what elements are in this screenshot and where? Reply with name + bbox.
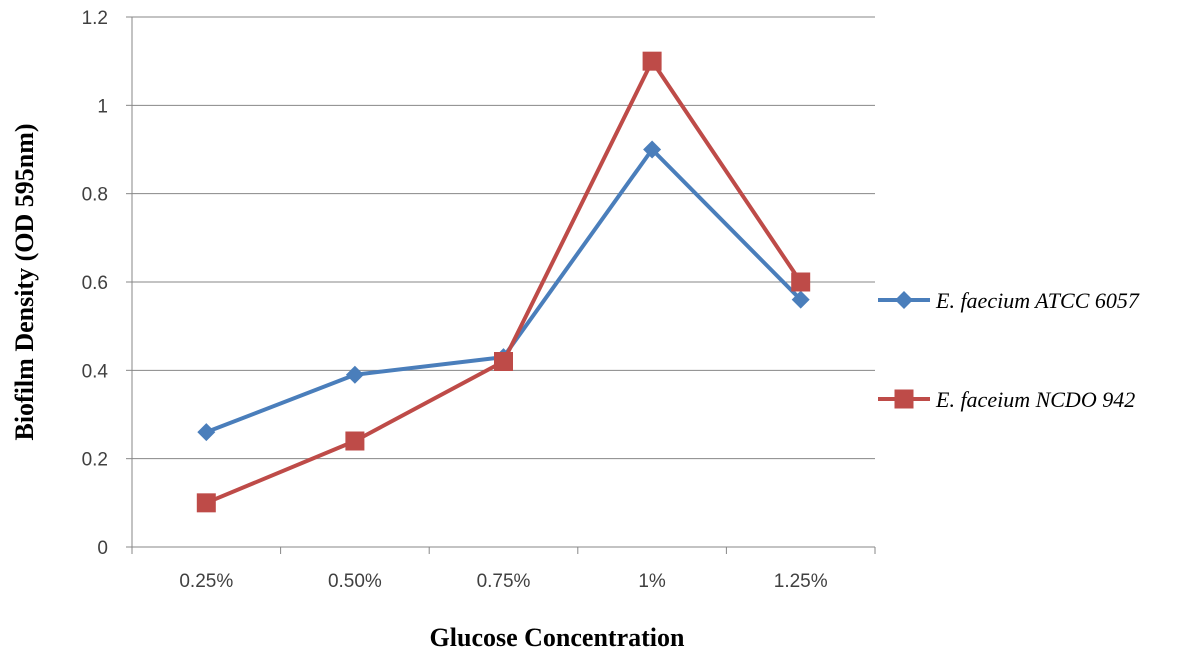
x-tick-label-0: 0.25% xyxy=(179,571,233,592)
series-1-point-3 xyxy=(642,51,662,71)
y-tick-label-6: 1.2 xyxy=(82,8,108,29)
y-tick-label-4: 0.8 xyxy=(82,185,108,206)
gridlines xyxy=(132,16,875,460)
series-0-point-3 xyxy=(643,140,662,159)
y-tick-label-0: 0 xyxy=(97,538,108,559)
y-tick-labels: 0 0.2 0.4 0.6 0.8 1 1.2 xyxy=(82,8,109,559)
legend-marker-0 xyxy=(895,291,913,309)
series-1-point-4 xyxy=(791,272,811,292)
y-tick-label-5: 1 xyxy=(97,96,108,117)
x-tick-labels: 0.25% 0.50% 0.75% 1% 1.25% xyxy=(179,571,827,592)
series-1-point-2 xyxy=(494,352,513,371)
legend-label-1: E. faceium NCDO 942 xyxy=(935,387,1135,412)
series-1-point-1 xyxy=(345,431,365,451)
y-tick-label-1: 0.2 xyxy=(82,450,108,471)
legend: E. faecium ATCC 6057 E. faceium NCDO 942 xyxy=(878,288,1140,412)
x-tick-label-3: 1% xyxy=(638,571,666,592)
series-0-point-4 xyxy=(791,290,810,309)
x-tick-label-4: 1.25% xyxy=(774,571,828,592)
series-0-point-1 xyxy=(345,365,364,384)
series-group xyxy=(196,51,811,513)
series-0-point-0 xyxy=(197,423,216,442)
series-line-0 xyxy=(205,147,803,435)
x-tick-label-2: 0.75% xyxy=(477,571,531,592)
y-axis-title: Biofilm Density (OD 595nm) xyxy=(10,123,39,440)
series-1-point-0 xyxy=(196,493,216,513)
y-tick-label-2: 0.4 xyxy=(82,361,109,382)
y-tick-label-3: 0.6 xyxy=(82,273,108,294)
axes xyxy=(126,16,876,554)
x-tick-label-1: 0.50% xyxy=(328,571,382,592)
legend-marker-1 xyxy=(894,389,914,409)
x-axis-title: Glucose Concentration xyxy=(430,623,685,651)
legend-label-0: E. faecium ATCC 6057 xyxy=(935,288,1140,313)
